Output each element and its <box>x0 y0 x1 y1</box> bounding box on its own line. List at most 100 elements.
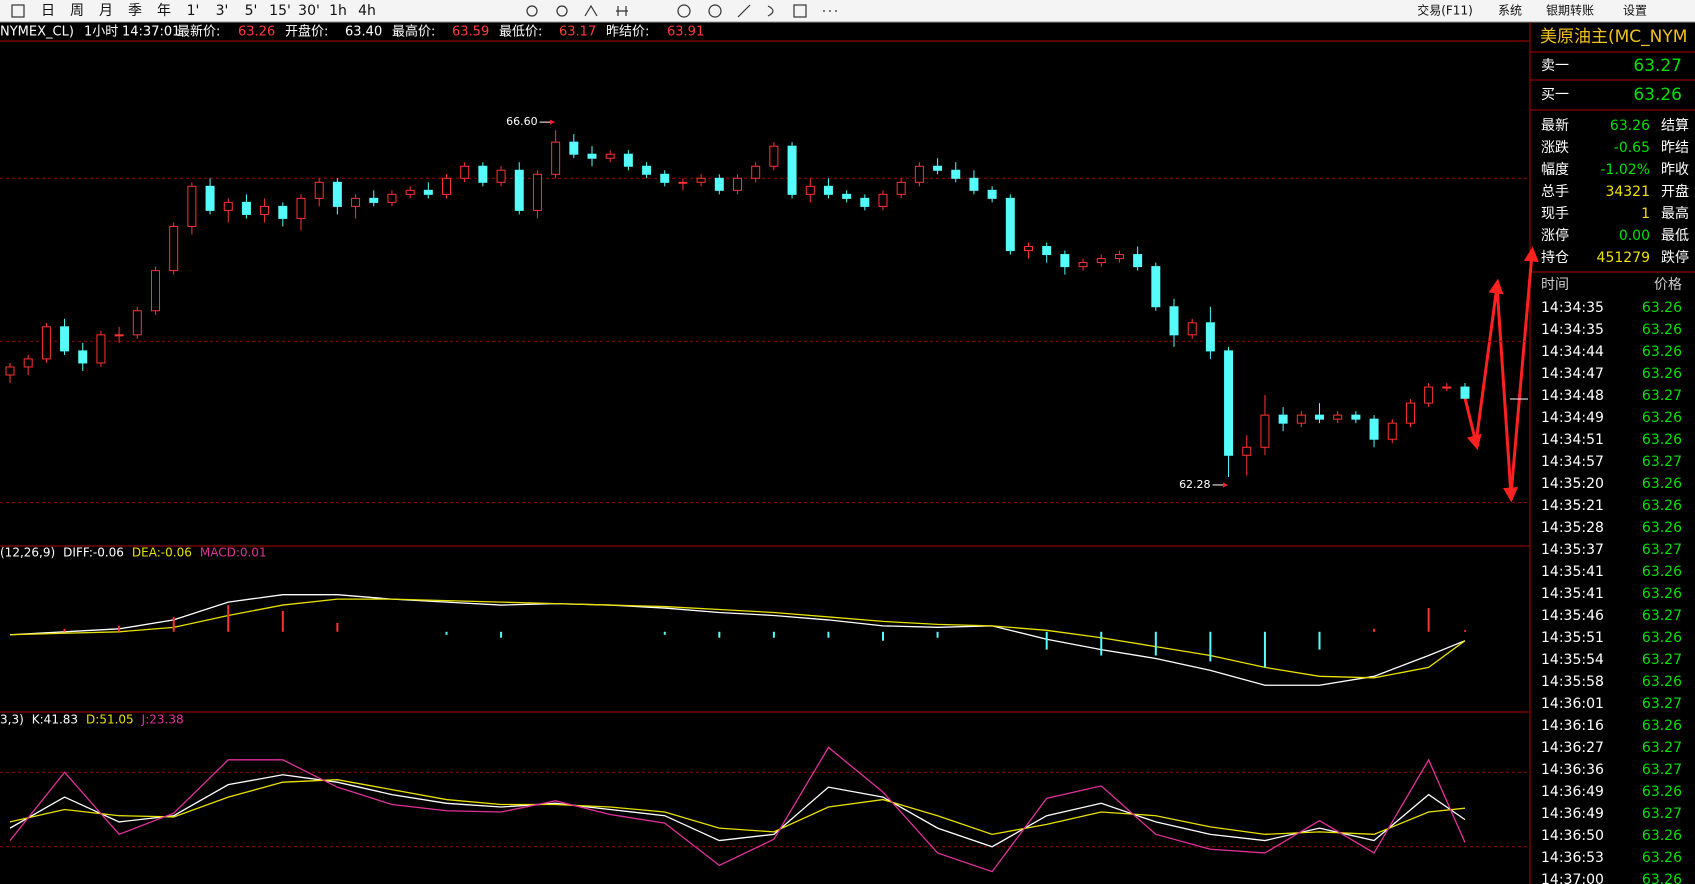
tool-icon[interactable] <box>737 4 751 18</box>
menu-item[interactable]: 交易(F11) <box>1417 3 1473 18</box>
period-button[interactable]: 3' <box>216 3 229 19</box>
candle-body <box>278 205 288 219</box>
trade-price: 63.26 <box>1642 586 1682 602</box>
quote-label: 最低 <box>1661 228 1689 244</box>
candle-body <box>751 165 761 179</box>
trade-price: 63.27 <box>1642 762 1682 778</box>
period-button[interactable]: 1h <box>329 3 347 19</box>
candle-body <box>496 169 506 183</box>
candle-body <box>5 366 15 376</box>
trade-time: 14:36:16 <box>1541 718 1604 734</box>
drawn-arrow <box>1474 278 1504 444</box>
period-button[interactable]: 月 <box>99 3 113 19</box>
trade-price: 63.27 <box>1642 388 1682 404</box>
candle-body <box>1151 266 1161 308</box>
candle-body <box>1315 414 1324 420</box>
ask-label: 卖一 <box>1541 58 1569 74</box>
trade-time: 14:35:54 <box>1541 652 1604 668</box>
indicator-line <box>9 598 1466 679</box>
trade-price: 63.26 <box>1642 344 1682 360</box>
candle-body <box>1278 414 1288 424</box>
trade-time: 14:34:48 <box>1541 388 1604 404</box>
period-button[interactable]: 30' <box>298 3 320 19</box>
period-button[interactable]: 1' <box>187 3 200 19</box>
period-button[interactable]: 季 <box>128 3 142 19</box>
trades-header: 时间 <box>1541 277 1569 293</box>
quote-value: -1.02% <box>1600 162 1650 178</box>
field-label: 昨结价: <box>606 25 649 40</box>
quote-label: 结算 <box>1661 118 1689 134</box>
legend-entry: K:41.83 <box>32 713 78 727</box>
trade-time: 14:34:57 <box>1541 454 1604 470</box>
candle-body <box>369 197 379 203</box>
menu-item[interactable]: 设置 <box>1623 4 1647 18</box>
candle-body <box>260 205 270 215</box>
menu-item[interactable]: 银期转账 <box>1546 3 1594 18</box>
field-value: 63.26 <box>238 25 275 40</box>
tool-icon[interactable] <box>556 5 568 17</box>
tool-icon[interactable] <box>616 6 628 16</box>
candle-body <box>987 189 997 199</box>
legend-entry: MACD:0.01 <box>200 546 267 560</box>
candle-body <box>678 181 688 184</box>
trade-time: 14:35:51 <box>1541 630 1604 646</box>
period-button[interactable]: 年 <box>157 3 171 19</box>
candle-body <box>114 334 124 337</box>
quote-label: 昨结 <box>1661 140 1689 156</box>
candle-body <box>1005 197 1015 252</box>
trade-price: 63.27 <box>1642 696 1682 712</box>
tool-icon[interactable] <box>584 4 598 17</box>
candle-body <box>605 153 615 159</box>
candle-body <box>1224 350 1234 456</box>
candle-body <box>733 177 742 191</box>
trade-price: 63.26 <box>1642 520 1682 536</box>
trade-time: 14:35:46 <box>1541 608 1604 624</box>
field-value: 63.40 <box>345 25 382 40</box>
tool-icon[interactable] <box>677 4 691 18</box>
annotation-label: 62.28 <box>1179 478 1211 491</box>
candle-body <box>842 193 852 199</box>
candle-body <box>969 177 979 191</box>
period: 1小时 <box>84 25 118 40</box>
trade-price: 63.26 <box>1642 432 1682 448</box>
trade-time: 14:34:49 <box>1541 410 1604 426</box>
candle-body <box>823 185 833 195</box>
period-button[interactable]: 15' <box>269 3 291 19</box>
legend-entry: D:51.05 <box>86 713 134 727</box>
tool-icon[interactable] <box>11 4 25 18</box>
tool-icon[interactable] <box>793 4 807 18</box>
trade-price: 63.26 <box>1642 850 1682 866</box>
trade-time: 14:35:41 <box>1541 586 1604 602</box>
candle-body <box>23 358 33 368</box>
drawn-arrow <box>1495 285 1518 503</box>
period-button[interactable]: 4h <box>358 3 376 19</box>
candle-body <box>96 334 106 364</box>
menu-item[interactable]: 系统 <box>1498 4 1522 18</box>
field-label: 最新价: <box>177 24 220 40</box>
trade-time: 14:36:49 <box>1541 806 1604 822</box>
drawn-arrow <box>1509 246 1539 496</box>
field-label: 开盘价: <box>285 24 328 40</box>
legend-prefix: (12,26,9) <box>0 546 55 560</box>
tool-icon[interactable] <box>708 4 722 18</box>
indicator-line <box>9 594 1466 686</box>
legend-entry: DIFF:-0.06 <box>63 546 124 560</box>
period-button[interactable]: 周 <box>70 3 84 19</box>
candle-body <box>1296 414 1306 424</box>
quote-value: 451279 <box>1597 250 1650 266</box>
trades-header: 价格 <box>1654 277 1682 293</box>
tool-icon[interactable] <box>526 5 538 17</box>
candle-body <box>660 173 670 183</box>
time: 14:37:01 <box>122 25 180 40</box>
candle-body <box>41 326 51 360</box>
candle-body <box>860 197 870 207</box>
tool-icon[interactable] <box>767 5 774 17</box>
candle-body <box>1096 258 1106 264</box>
trade-time: 14:34:35 <box>1541 300 1604 316</box>
candle-body <box>1333 414 1343 420</box>
period-button[interactable]: 日 <box>41 3 55 19</box>
period-button[interactable]: 5' <box>245 3 258 19</box>
candle-body <box>532 173 542 211</box>
candle-body <box>132 310 142 336</box>
candle-body <box>296 197 306 219</box>
